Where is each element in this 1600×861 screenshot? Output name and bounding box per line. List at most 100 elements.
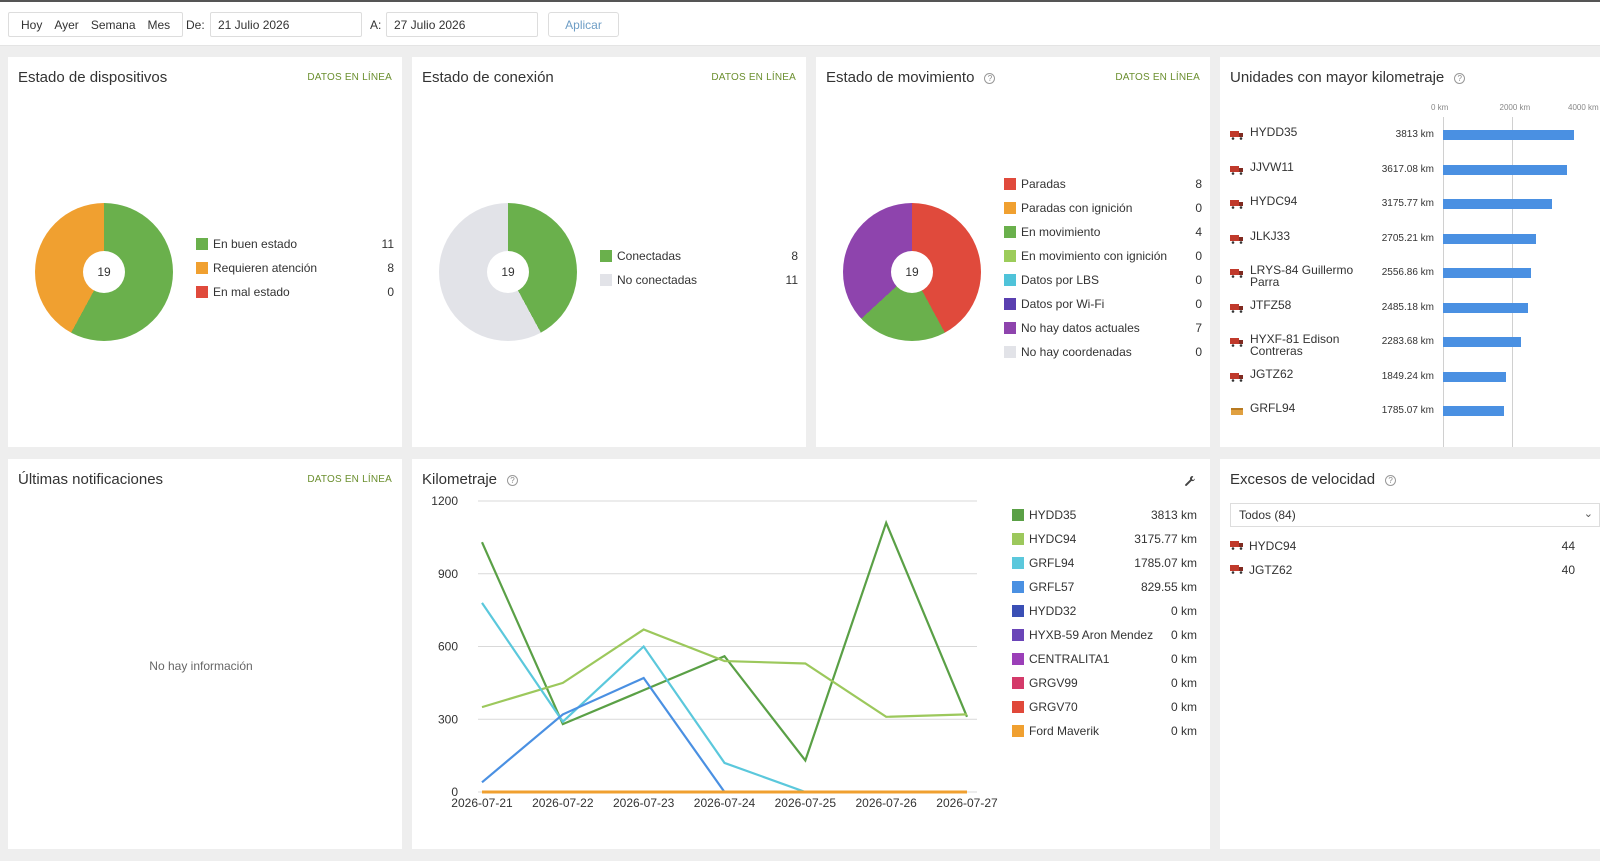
legend-value: 829.55 km — [1140, 580, 1197, 594]
mileage-unit-row[interactable]: HYXF-81 Edison Contreras 2283.68 km — [1230, 333, 1585, 357]
series-line-grfl94[interactable] — [481, 602, 967, 794]
legend-item[interactable]: GRFL57 829.55 km — [1012, 575, 1197, 599]
mileage-bar[interactable] — [1443, 371, 1507, 382]
mileage-unit-row[interactable]: JJVW11 3617.08 km — [1230, 161, 1585, 181]
series-line-grfl57[interactable] — [481, 676, 967, 794]
grid-line — [1443, 117, 1444, 447]
mileage-bar[interactable] — [1443, 302, 1529, 313]
legend-item[interactable]: GRFL94 1785.07 km — [1012, 551, 1197, 575]
to-date-input[interactable]: 27 Julio 2026 — [386, 12, 538, 37]
legend-item-stopped[interactable]: Paradas 8 — [1004, 172, 1202, 196]
legend-item-stopped-ignition[interactable]: Paradas con ignición 0 — [1004, 196, 1202, 220]
quick-week-button[interactable]: Semana — [90, 17, 136, 32]
from-date-input[interactable]: 21 Julio 2026 — [210, 12, 362, 37]
quick-today-button[interactable]: Hoy — [21, 17, 43, 32]
card-title: Kilometraje? — [422, 471, 519, 488]
series-line-hydc94[interactable] — [481, 628, 968, 718]
legend-item[interactable]: HYXB-59 Aron Mendez 0 km — [1012, 623, 1197, 647]
device-status-pie[interactable]: 19 — [35, 203, 173, 341]
mileage-unit-row[interactable]: HYDC94 3175.77 km — [1230, 195, 1585, 215]
legend-item[interactable]: HYDD35 3813 km — [1012, 503, 1197, 527]
legend-item-lbs[interactable]: Datos por LBS 0 — [1004, 268, 1202, 292]
mileage-line-chart[interactable]: 0 300 600 900 1200 2026-07-21 2026-07-22 2026-0… — [412, 459, 1012, 849]
y-tick-label: 600 — [438, 640, 458, 654]
legend-item-wifi[interactable]: Datos por Wi-Fi 0 — [1004, 292, 1202, 316]
mileage-bar[interactable] — [1443, 130, 1574, 140]
legend-label: GRFL94 — [1029, 556, 1075, 570]
movement-status-pie[interactable]: 19 — [843, 203, 981, 341]
legend-item-no-coords[interactable]: No hay coordenadas 0 — [1004, 340, 1202, 364]
legend-item[interactable]: GRGV99 0 km — [1012, 671, 1197, 695]
help-icon[interactable]: ? — [1454, 72, 1466, 84]
speeding-filter-select[interactable]: Todos (84) ⌄ — [1230, 503, 1600, 527]
x-tick-label: 2026-07-25 — [775, 796, 837, 810]
legend-item-moving-ignition[interactable]: En movimiento con ignición 0 — [1004, 244, 1202, 268]
movement-status-legend: Paradas 8 Paradas con ignición 0 En movimi… — [1004, 172, 1202, 364]
legend-item-good[interactable]: En buen estado 11 — [196, 232, 394, 256]
legend-item-no-data[interactable]: No hay datos actuales 7 — [1004, 316, 1202, 340]
legend-label: CENTRALITA1 — [1029, 652, 1110, 666]
truck-icon — [1230, 565, 1243, 574]
mileage-bar[interactable] — [1443, 233, 1536, 244]
mileage-unit-row[interactable]: JLKJ33 2705.21 km — [1230, 230, 1585, 250]
unit-km-value: 2283.68 km — [1381, 336, 1434, 347]
mileage-bar[interactable] — [1443, 199, 1552, 209]
legend-item[interactable]: HYDD32 0 km — [1012, 599, 1197, 623]
legend-swatch — [196, 286, 208, 298]
connection-status-pie[interactable]: 19 — [439, 203, 577, 341]
speeding-row[interactable]: JGTZ62 40 — [1230, 561, 1575, 581]
axis-tick-label: 4000 km — [1568, 103, 1599, 112]
quick-yesterday-button[interactable]: Ayer — [54, 17, 79, 32]
movement-status-card: Estado de movimiento? DATOS EN LÍNEA 19 … — [816, 57, 1210, 447]
from-label: De: — [186, 18, 205, 32]
legend-swatch — [1012, 605, 1024, 617]
connection-status-legend: Conectadas 8 No conectadas 11 — [600, 244, 798, 292]
legend-item-attention[interactable]: Requieren atención 8 — [196, 256, 394, 280]
legend-item[interactable]: CENTRALITA1 0 km — [1012, 647, 1197, 671]
legend-value: 0 km — [1170, 628, 1197, 642]
help-icon[interactable]: ? — [1385, 474, 1397, 486]
legend-item-connected[interactable]: Conectadas 8 — [600, 244, 798, 268]
notifications-card: Últimas notificaciones DATOS EN LÍNEA No… — [8, 459, 402, 849]
device-status-legend: En buen estado 11 Requieren atención 8 En … — [196, 232, 394, 304]
legend-item[interactable]: GRGV70 0 km — [1012, 695, 1197, 719]
mileage-unit-row[interactable]: GRFL94 1785.07 km — [1230, 402, 1585, 422]
legend-item-bad[interactable]: En mal estado 0 — [196, 280, 394, 304]
legend-swatch — [1004, 178, 1016, 190]
legend-swatch — [1004, 202, 1016, 214]
legend-item-disconnected[interactable]: No conectadas 11 — [600, 268, 798, 292]
unit-km-value: 1785.07 km — [1381, 405, 1434, 416]
help-icon[interactable]: ? — [507, 474, 519, 486]
wrench-icon[interactable] — [1184, 475, 1196, 487]
legend-swatch — [1004, 322, 1016, 334]
legend-item[interactable]: HYDC94 3175.77 km — [1012, 527, 1197, 551]
unit-name: LRYS-84 Guillermo Parra — [1250, 263, 1354, 289]
truck-icon — [1230, 269, 1243, 278]
mileage-unit-row[interactable]: JGTZ62 1849.24 km — [1230, 368, 1585, 388]
help-icon[interactable]: ? — [984, 72, 996, 84]
mileage-unit-row[interactable]: HYDD35 3813 km — [1230, 126, 1585, 146]
quick-month-button[interactable]: Mes — [147, 17, 171, 32]
legend-value: 0 km — [1170, 604, 1197, 618]
apply-button[interactable]: Aplicar — [548, 12, 619, 37]
mileage-bar[interactable] — [1443, 268, 1531, 278]
legend-swatch — [1004, 226, 1016, 238]
legend-value: 3175.77 km — [1134, 532, 1197, 546]
mileage-bar[interactable] — [1443, 164, 1567, 175]
truck-icon — [1230, 541, 1243, 550]
mileage-unit-row[interactable]: LRYS-84 Guillermo Parra 2556.86 km — [1230, 264, 1585, 288]
mileage-bar[interactable] — [1443, 337, 1522, 347]
legend-item[interactable]: Ford Maverik 0 km — [1012, 719, 1197, 743]
mileage-bar[interactable] — [1443, 406, 1505, 416]
legend-swatch — [1012, 725, 1024, 737]
pie-total: 19 — [83, 251, 125, 293]
legend-swatch — [1012, 533, 1024, 545]
legend-swatch — [1012, 509, 1024, 521]
online-badge: DATOS EN LÍNEA — [1115, 72, 1200, 83]
legend-item-moving[interactable]: En movimiento 4 — [1004, 220, 1202, 244]
mileage-unit-row[interactable]: JTFZ58 2485.18 km — [1230, 299, 1585, 319]
speeding-row[interactable]: HYDC94 44 — [1230, 537, 1575, 557]
series-line-hydd35[interactable] — [480, 519, 969, 763]
legend-label: HYXB-59 Aron Mendez — [1029, 628, 1154, 642]
legend-value: 0 km — [1170, 652, 1197, 666]
